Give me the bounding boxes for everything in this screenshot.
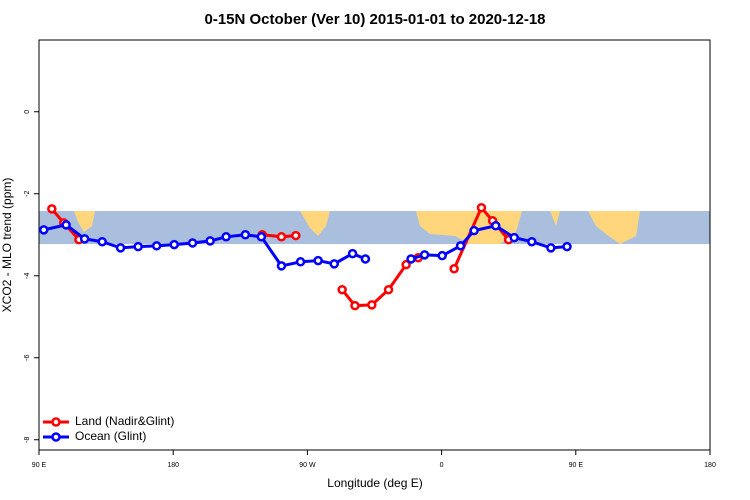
data-point [151,241,162,251]
data-point [256,232,267,242]
data-point [406,254,416,264]
x-tick-label: 90 E [569,462,584,469]
data-point [562,241,572,252]
data-point [360,254,371,264]
data-point [546,243,556,253]
y-tick-label: -4 [24,273,31,279]
x-tick-label: 180 [704,462,716,469]
chart-title: 0-15N October (Ver 10) 2015-01-01 to 202… [204,11,545,28]
data-point [276,232,287,242]
x-tick-label: 180 [167,462,179,469]
data-point [455,241,466,251]
x-tick-label: 0 [440,462,444,469]
data-point [61,220,71,230]
data-point [133,241,143,252]
land-patch [550,211,560,226]
land-patch [300,211,330,236]
data-point [47,204,57,214]
data-point [401,259,411,270]
data-point [169,239,179,250]
data-point [350,300,360,311]
data-point [205,236,215,246]
data-point [347,248,358,259]
x-tick-label: 90 W [299,462,316,469]
legend-marker [51,432,61,442]
legend-label: Ocean (Glint) [75,429,146,443]
map-band [39,211,710,244]
y-axis-label: XCO2 - MLO trend (ppm) [0,178,14,313]
x-axis-label: Longitude (deg E) [327,476,422,490]
data-point [437,250,447,261]
data-point [337,284,347,295]
data-point [276,261,287,271]
data-point [295,257,306,267]
data-point [509,232,519,243]
data-point [419,250,430,260]
y-tick-label: 0 [24,110,31,114]
data-point [187,238,198,248]
data-point [221,232,231,242]
data-point [367,300,377,310]
data-point [115,243,126,253]
land-patch [74,211,95,232]
plot-frame [38,39,711,451]
data-point [476,202,487,213]
data-point [39,225,49,235]
y-tick-label: -6 [24,355,31,361]
data-point [240,230,251,240]
land-patch [588,211,640,244]
y-tick-label: -2 [24,191,31,197]
data-point [383,284,394,295]
data-point [291,230,301,241]
data-point [329,259,339,269]
data-point [469,225,479,236]
data-point [97,236,107,247]
y-tick-label: -8 [24,437,31,443]
data-point [449,264,459,274]
x-tick-label: 90 E [32,462,47,469]
legend-marker [51,417,61,427]
data-point [79,234,90,244]
data-point [490,220,501,231]
legend-label: Land (Nadir&Glint) [75,414,174,428]
data-point [313,255,323,266]
data-point [527,236,537,247]
